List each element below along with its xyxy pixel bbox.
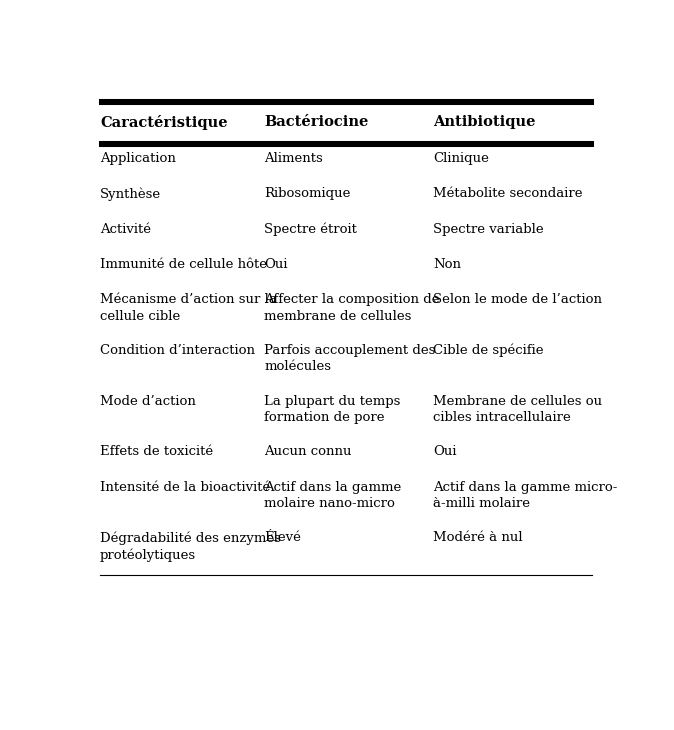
Text: Clinique: Clinique [433, 152, 489, 165]
Text: Oui: Oui [433, 445, 457, 458]
Text: Intensité de la bioactivité: Intensité de la bioactivité [100, 480, 270, 493]
Text: Activité: Activité [100, 223, 151, 236]
Text: Spectre étroit: Spectre étroit [264, 223, 357, 236]
Text: Condition d’interaction: Condition d’interaction [100, 344, 255, 357]
Text: Aucun connu: Aucun connu [264, 445, 352, 458]
Text: Effets de toxicité: Effets de toxicité [100, 445, 213, 458]
Text: Membrane de cellules ou
cibles intracellulaire: Membrane de cellules ou cibles intracell… [433, 394, 603, 424]
Text: Élevé: Élevé [264, 531, 301, 544]
Text: La plupart du temps
formation de pore: La plupart du temps formation de pore [264, 394, 401, 424]
Text: Ribosomique: Ribosomique [264, 187, 351, 200]
Text: Selon le mode de l’action: Selon le mode de l’action [433, 293, 602, 307]
Text: Spectre variable: Spectre variable [433, 223, 544, 236]
Text: Oui: Oui [264, 258, 288, 271]
Text: Cible de spécifie: Cible de spécifie [433, 344, 544, 358]
Text: Dégradabilité des enzymes
protéolytiques: Dégradabilité des enzymes protéolytiques [100, 531, 281, 562]
Text: Synthèse: Synthèse [100, 187, 161, 201]
Text: Bactériocine: Bactériocine [264, 115, 369, 129]
Text: Mode d’action: Mode d’action [100, 394, 195, 407]
Text: Actif dans la gamme
molaire nano-micro: Actif dans la gamme molaire nano-micro [264, 480, 402, 510]
Text: Immunité de cellule hôte: Immunité de cellule hôte [100, 258, 267, 271]
Text: Aliments: Aliments [264, 152, 324, 165]
Text: Modéré à nul: Modéré à nul [433, 531, 523, 544]
Text: Application: Application [100, 152, 176, 165]
Text: Parfois accouplement des
molécules: Parfois accouplement des molécules [264, 344, 436, 374]
Text: Caractéristique: Caractéristique [100, 115, 228, 130]
Text: Antibiotique: Antibiotique [433, 115, 536, 129]
Text: Mécanisme d’action sur la
cellule cible: Mécanisme d’action sur la cellule cible [100, 293, 277, 323]
Text: Non: Non [433, 258, 461, 271]
Text: Affecter la composition de
membrane de cellules: Affecter la composition de membrane de c… [264, 293, 440, 323]
Text: Actif dans la gamme micro-
à-milli molaire: Actif dans la gamme micro- à-milli molai… [433, 480, 617, 510]
Text: Métabolite secondaire: Métabolite secondaire [433, 187, 583, 200]
